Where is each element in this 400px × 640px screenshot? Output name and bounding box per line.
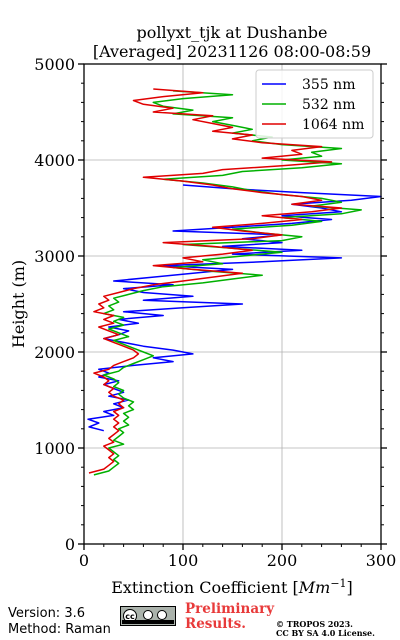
series-line-1064-nm: [88, 88, 343, 474]
preliminary-line2: Results.: [185, 616, 246, 632]
y-axis-label: Height (m): [9, 260, 28, 348]
copyright-line1: © TROPOS 2023.: [276, 619, 353, 629]
x-tick-label: 300: [366, 551, 397, 570]
cc-license-badge: cc: [120, 606, 176, 626]
series-lines: [87, 88, 382, 476]
series-line-532-nm: [93, 90, 362, 476]
copyright-note: © TROPOS 2023. CC BY SA 4.0 License.: [276, 620, 396, 638]
legend-box: [255, 69, 374, 139]
y-tick-label: 1000: [34, 439, 75, 458]
by-icon: [143, 610, 153, 620]
legend-label: 1064 nm: [302, 117, 364, 133]
preliminary-line1: Preliminary: [185, 601, 275, 617]
plot-frame: [83, 63, 382, 545]
legend-label: 355 nm: [302, 77, 355, 93]
y-tick-label: 4000: [34, 151, 75, 170]
badge-bar: [122, 620, 174, 624]
method-text: Method: Raman: [8, 622, 111, 637]
y-tick-label: 0: [65, 535, 75, 554]
chart-title-line1: pollyxt_tjk at Dushanbe: [136, 23, 328, 42]
x-tick-label: 200: [267, 551, 298, 570]
series-line-355-nm: [87, 184, 382, 432]
y-tick-label: 2000: [34, 343, 75, 362]
legend-label: 532 nm: [302, 97, 355, 113]
y-tick-label: 3000: [34, 247, 75, 266]
chart-title-line2: [Averaged] 20231126 08:00-08:59: [92, 42, 372, 61]
version-text: Version: 3.6: [8, 606, 85, 621]
x-axis-label: Extinction Coefficient [Mm−1]: [111, 577, 353, 597]
x-tick-label: 0: [79, 551, 89, 570]
legend: 355 nm 532 nm 1064 nm: [255, 69, 374, 139]
y-tick-label: 5000: [34, 55, 75, 74]
copyright-line2: CC BY SA 4.0 License.: [276, 628, 375, 638]
x-tick-label: 100: [168, 551, 199, 570]
sa-icon: [157, 610, 167, 620]
preliminary-results-note: Preliminary Results.: [185, 602, 285, 632]
